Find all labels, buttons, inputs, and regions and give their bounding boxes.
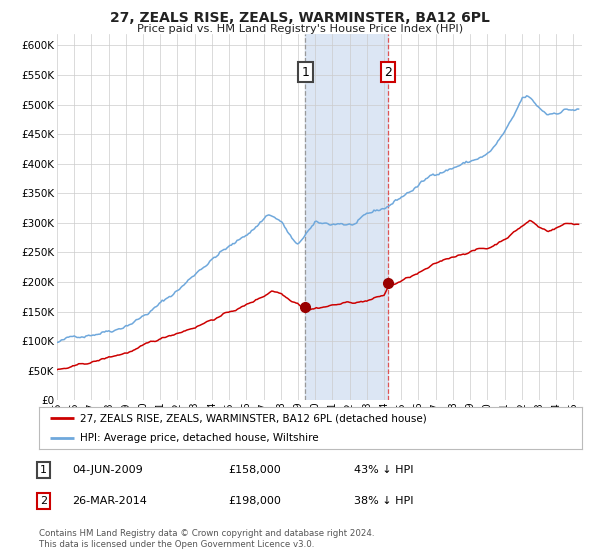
Bar: [305, 34, 388, 400]
Text: 1: 1: [40, 465, 47, 475]
Text: 2: 2: [40, 496, 47, 506]
Text: £158,000: £158,000: [228, 465, 281, 475]
Text: Contains HM Land Registry data © Crown copyright and database right 2024.
This d: Contains HM Land Registry data © Crown c…: [39, 529, 374, 549]
Text: 43% ↓ HPI: 43% ↓ HPI: [354, 465, 413, 475]
Text: 26-MAR-2014: 26-MAR-2014: [72, 496, 147, 506]
Text: £198,000: £198,000: [228, 496, 281, 506]
Text: Price paid vs. HM Land Registry's House Price Index (HPI): Price paid vs. HM Land Registry's House …: [137, 24, 463, 34]
Text: HPI: Average price, detached house, Wiltshire: HPI: Average price, detached house, Wilt…: [80, 433, 319, 442]
Text: 27, ZEALS RISE, ZEALS, WARMINSTER, BA12 6PL: 27, ZEALS RISE, ZEALS, WARMINSTER, BA12 …: [110, 11, 490, 25]
Text: 04-JUN-2009: 04-JUN-2009: [72, 465, 143, 475]
Text: 38% ↓ HPI: 38% ↓ HPI: [354, 496, 413, 506]
Text: 1: 1: [301, 66, 309, 78]
Text: 2: 2: [384, 66, 392, 78]
Text: 27, ZEALS RISE, ZEALS, WARMINSTER, BA12 6PL (detached house): 27, ZEALS RISE, ZEALS, WARMINSTER, BA12 …: [80, 413, 427, 423]
